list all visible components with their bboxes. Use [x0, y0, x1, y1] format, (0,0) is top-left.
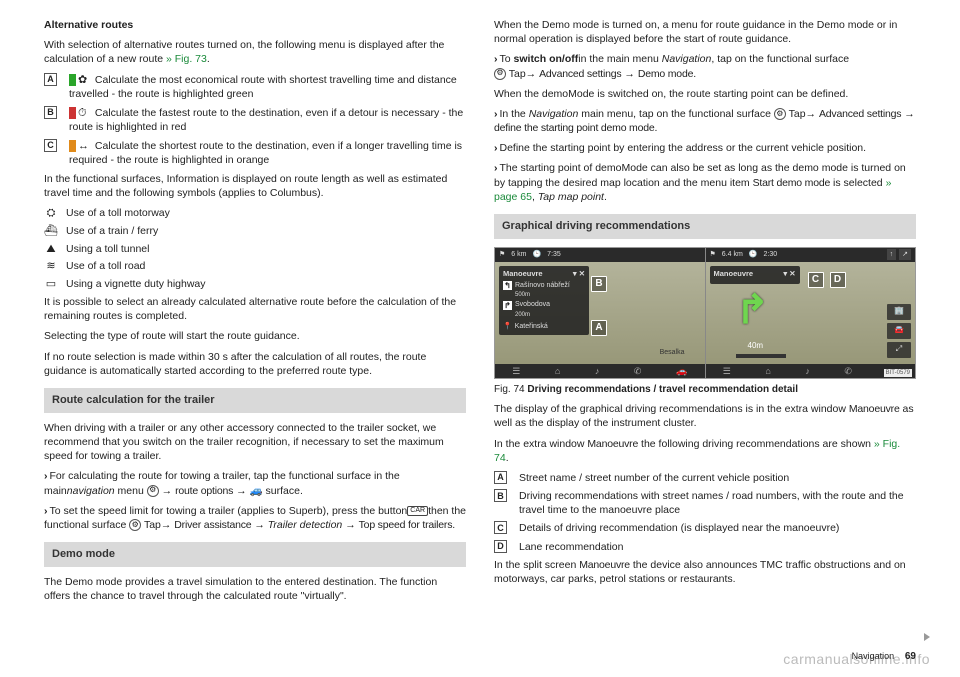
recom-b: BDriving recommendations with street nam…	[494, 489, 916, 517]
bullet: ›The starting point of demoMode can also…	[494, 161, 916, 204]
continue-triangle-icon	[924, 633, 930, 641]
distance-bar	[736, 354, 786, 358]
gear-icon: ⚙	[494, 68, 506, 80]
overlay-label-a: A	[591, 320, 607, 336]
paragraph: With selection of alternative routes tur…	[44, 38, 466, 66]
manoeuvre-panel: Manoeuvre▾ ✕ ↰Rašínovo nábřeží 500m ↱Svo…	[499, 266, 589, 336]
bullet: ›Define the starting point by entering t…	[494, 141, 916, 155]
turn-right-icon: ↱	[503, 301, 512, 310]
area-label: Besalka	[660, 348, 685, 357]
fig-botbar: ☰⌂♪✆🚗	[495, 364, 705, 378]
lane-icon: ↗	[899, 249, 911, 260]
symbol-row: ≋Use of a toll road	[44, 259, 466, 274]
section-route-calc-trailer: Route calculation for the trailer	[44, 388, 466, 413]
paragraph: Selecting the type of route will start t…	[44, 329, 466, 343]
symbol-row: ⛰Using a toll tunnel	[44, 242, 466, 257]
manoeuvre-panel: Manoeuvre▾ ✕	[710, 266, 800, 284]
car-button-icon: CAR	[407, 506, 428, 516]
vignette-icon: ▭	[44, 277, 58, 292]
gear-icon: ⚙	[129, 519, 141, 531]
paragraph: It is possible to select an already calc…	[44, 295, 466, 323]
tunnel-icon: ⛰	[44, 242, 58, 257]
section-demo-mode: Demo mode	[44, 542, 466, 567]
right-column: When the Demo mode is turned on, a menu …	[494, 18, 916, 609]
gear-icon: ⚙	[147, 485, 159, 497]
turn-left-icon: ↰	[503, 281, 512, 290]
close-icon: ▾ ✕	[783, 269, 795, 279]
flag-icon: ⚑	[710, 250, 716, 259]
route-option-b: B ⏱ Calculate the fastest route to the d…	[44, 106, 466, 135]
figure-74: ⚑ 6 km 🕒 7:35 Manoeuvre▾ ✕ ↰Rašínovo náb…	[494, 247, 916, 379]
ferry-icon: ⛴	[44, 224, 58, 239]
symbol-row: ⛴Use of a train / ferry	[44, 224, 466, 239]
trailer-icon: 🚙	[250, 485, 263, 497]
scale-icon: ⤢	[887, 342, 911, 358]
paragraph: The Demo mode provides a travel simulati…	[44, 575, 466, 603]
page-footer: Navigation 69	[852, 650, 916, 664]
bullet: ›For calculating the route for towing a …	[44, 469, 466, 497]
paragraph: If no route selection is made within 30 …	[44, 350, 466, 378]
short-icon: ↔	[78, 139, 90, 154]
recom-a: AStreet name / street number of the curr…	[494, 471, 916, 485]
paragraph: In the split screen Manoeuvre the device…	[494, 558, 916, 586]
fig-side-buttons: 🏢 🚘 ⤢	[887, 304, 911, 358]
distance-text: 40m	[748, 341, 764, 352]
location-icon: 📍	[503, 322, 512, 331]
overlay-label-c: C	[808, 272, 824, 288]
poi-icon: 🏢	[887, 304, 911, 320]
paragraph: The display of the graphical driving rec…	[494, 402, 916, 430]
symbol-row: ⛭Use of a toll motorway	[44, 206, 466, 221]
motorway-icon: ⛭	[44, 206, 58, 221]
tollroad-icon: ≋	[44, 259, 58, 274]
figure-caption: Fig. 74 Driving recommendations / travel…	[494, 383, 916, 397]
clock-icon: 🕒	[749, 250, 758, 259]
paragraph: In the functional surfaces, Information …	[44, 172, 466, 200]
clock-icon: 🕒	[532, 250, 541, 259]
leaf-icon: ✿	[78, 73, 90, 88]
route-option-a: A ✿ Calculate the most economical route …	[44, 73, 466, 102]
paragraph: When driving with a trailer or any other…	[44, 421, 466, 464]
symbol-row: ▭Using a vignette duty highway	[44, 277, 466, 292]
figure-right-panel: ⚑ 6.4 km 🕒 2:30 ↑ ↗ Manoeuvre▾ ✕ ↱	[706, 248, 916, 378]
red-marker-icon	[69, 107, 76, 119]
bullet: ›In the Navigation main menu, tap on the…	[494, 107, 916, 135]
route-option-c: C ↔ Calculate the shortest route to the …	[44, 139, 466, 168]
green-arrow-icon: ↱	[736, 283, 770, 337]
bullet: ›To switch on/offin the main menu Naviga…	[494, 52, 916, 80]
recom-c: CDetails of driving recommendation (is d…	[494, 521, 916, 535]
heading-alt-routes: Alternative routes	[44, 19, 133, 31]
overlay-label-b: B	[591, 276, 607, 292]
fig-topbar: ⚑ 6 km 🕒 7:35	[495, 248, 705, 262]
left-column: Alternative routes With selection of alt…	[44, 18, 466, 609]
paragraph: When the Demo mode is turned on, a menu …	[494, 18, 916, 46]
car-icon: 🚘	[887, 323, 911, 339]
recom-d: DLane recommendation	[494, 540, 916, 554]
green-marker-icon	[69, 74, 76, 86]
gear-icon: ⚙	[774, 108, 786, 120]
orange-marker-icon	[69, 140, 76, 152]
fig-topbar: ⚑ 6.4 km 🕒 2:30 ↑ ↗	[706, 248, 916, 262]
flag-icon: ⚑	[499, 250, 505, 259]
page: Alternative routes With selection of alt…	[0, 0, 960, 617]
speed-icon: ⏱	[78, 106, 90, 121]
section-graphical-driving: Graphical driving recommendations	[494, 214, 916, 239]
bullet: ›To set the speed limit for towing a tra…	[44, 504, 466, 532]
close-icon: ▾ ✕	[573, 269, 585, 279]
lane-icon: ↑	[887, 249, 897, 260]
paragraph: In the extra window Manoeuvre the follow…	[494, 437, 916, 465]
figure-left-panel: ⚑ 6 km 🕒 7:35 Manoeuvre▾ ✕ ↰Rašínovo náb…	[495, 248, 706, 378]
overlay-label-d: D	[830, 272, 846, 288]
paragraph: When the demoMode is switched on, the ro…	[494, 87, 916, 101]
figure-code: BIT-0579	[884, 369, 912, 377]
